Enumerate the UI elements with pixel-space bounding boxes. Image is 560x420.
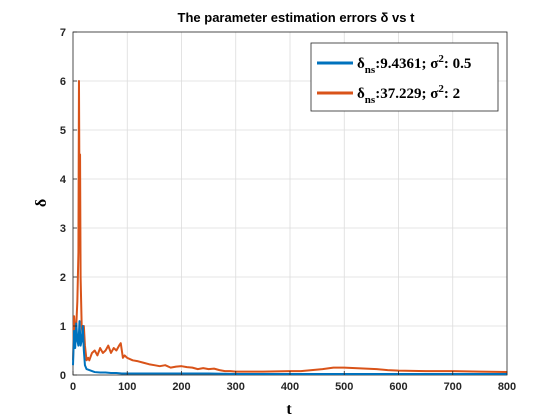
x-tick-label: 500: [335, 381, 353, 393]
x-axis-label: t: [286, 401, 292, 418]
legend-entry-2: δns:37.229; σ2: 2: [357, 83, 460, 106]
series-layer: [72, 80, 508, 376]
legend-entry-1: δns:9.4361; σ2: 0.5: [357, 53, 471, 76]
x-tick-label: 100: [118, 381, 136, 393]
x-tick-label: 700: [444, 381, 462, 393]
x-tick-label: 200: [172, 381, 190, 393]
chart-title: The parameter estimation errors δ vs t: [178, 10, 416, 25]
ticks: 0 100 200 300 400 500 600 700 800 0 1 2 3 4 5 6 7: [60, 27, 516, 393]
legend: δns:9.4361; σ2: 0.5 δns:37.229; σ2: 2: [310, 42, 499, 112]
x-tick-label: 300: [227, 381, 245, 393]
y-tick-label: 4: [60, 174, 67, 186]
x-tick-label: 400: [281, 381, 299, 393]
y-axis-label: δ: [33, 199, 50, 207]
y-tick-label: 1: [60, 321, 66, 333]
y-tick-label: 7: [60, 27, 66, 39]
y-tick-label: 5: [60, 125, 66, 137]
y-tick-label: 0: [60, 370, 66, 382]
y-tick-label: 3: [60, 223, 66, 235]
legend-box: [310, 42, 499, 112]
y-tick-label: 6: [60, 76, 66, 88]
x-tick-label: 0: [70, 381, 76, 393]
series-line-1: [72, 320, 507, 376]
y-tick-label: 2: [60, 272, 66, 284]
x-tick-label: 800: [498, 381, 516, 393]
x-tick-label: 600: [389, 381, 407, 393]
